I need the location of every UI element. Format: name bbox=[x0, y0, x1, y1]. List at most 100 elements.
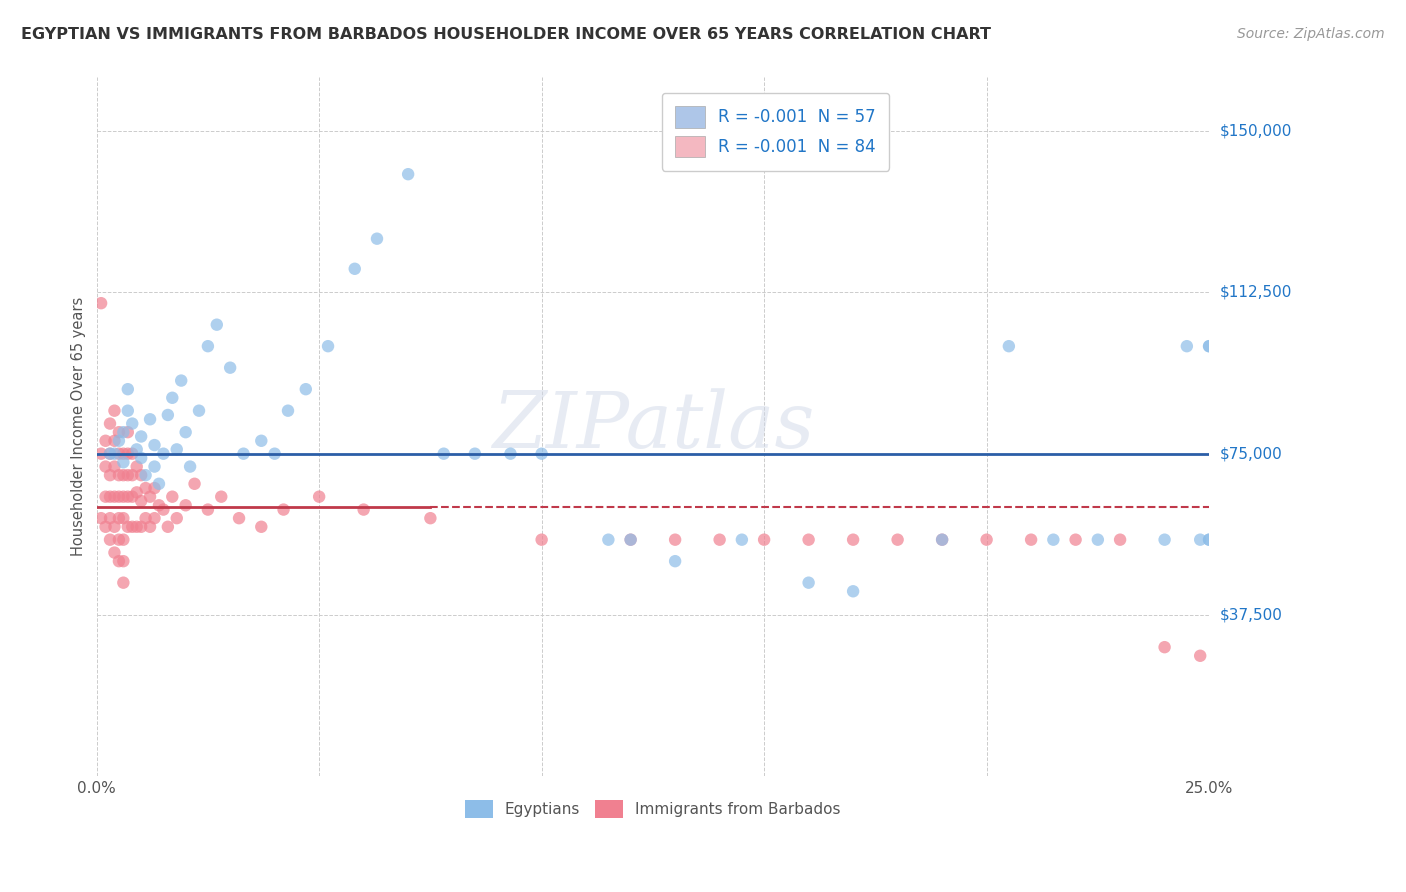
Point bbox=[797, 575, 820, 590]
Point bbox=[129, 494, 152, 508]
Point bbox=[1198, 533, 1220, 547]
Point bbox=[121, 490, 143, 504]
Point bbox=[433, 447, 456, 461]
Point bbox=[143, 438, 166, 452]
Point bbox=[112, 455, 135, 469]
Point bbox=[343, 261, 366, 276]
Point bbox=[1198, 533, 1220, 547]
Point bbox=[108, 434, 131, 448]
Point bbox=[94, 490, 117, 504]
Point bbox=[125, 459, 148, 474]
Point bbox=[98, 533, 121, 547]
Point bbox=[135, 481, 157, 495]
Point bbox=[108, 554, 131, 568]
Point bbox=[842, 584, 865, 599]
Point bbox=[598, 533, 620, 547]
Text: ZIPatlas: ZIPatlas bbox=[492, 389, 814, 465]
Point bbox=[250, 434, 273, 448]
Point bbox=[166, 511, 188, 525]
Point bbox=[1153, 533, 1175, 547]
Point bbox=[103, 490, 125, 504]
Point bbox=[886, 533, 908, 547]
Point bbox=[205, 318, 228, 332]
Point bbox=[94, 434, 117, 448]
Point bbox=[998, 339, 1021, 353]
Point bbox=[90, 511, 112, 525]
Point bbox=[139, 520, 162, 534]
Point bbox=[1198, 339, 1220, 353]
Point bbox=[731, 533, 754, 547]
Point bbox=[117, 490, 139, 504]
Point bbox=[139, 490, 162, 504]
Point bbox=[396, 167, 419, 181]
Point bbox=[294, 382, 316, 396]
Point bbox=[129, 429, 152, 443]
Point bbox=[842, 533, 865, 547]
Point bbox=[166, 442, 188, 457]
Point bbox=[108, 511, 131, 525]
Point bbox=[121, 520, 143, 534]
Point bbox=[108, 425, 131, 440]
Y-axis label: Householder Income Over 65 years: Householder Income Over 65 years bbox=[72, 297, 86, 557]
Point bbox=[797, 533, 820, 547]
Point bbox=[112, 511, 135, 525]
Point bbox=[125, 442, 148, 457]
Point bbox=[1042, 533, 1064, 547]
Point bbox=[162, 391, 184, 405]
Point bbox=[263, 447, 285, 461]
Point bbox=[1019, 533, 1042, 547]
Point bbox=[709, 533, 731, 547]
Point bbox=[143, 459, 166, 474]
Point bbox=[148, 476, 170, 491]
Point bbox=[129, 520, 152, 534]
Point bbox=[366, 232, 388, 246]
Point bbox=[1198, 339, 1220, 353]
Point bbox=[108, 490, 131, 504]
Point bbox=[112, 575, 135, 590]
Point bbox=[316, 339, 339, 353]
Point bbox=[129, 468, 152, 483]
Point bbox=[499, 447, 522, 461]
Point bbox=[108, 533, 131, 547]
Point bbox=[135, 468, 157, 483]
Text: $150,000: $150,000 bbox=[1220, 124, 1292, 138]
Point bbox=[108, 468, 131, 483]
Point bbox=[135, 511, 157, 525]
Point bbox=[94, 459, 117, 474]
Text: $75,000: $75,000 bbox=[1220, 446, 1282, 461]
Point bbox=[121, 417, 143, 431]
Point bbox=[98, 468, 121, 483]
Text: $37,500: $37,500 bbox=[1220, 607, 1284, 623]
Point bbox=[98, 490, 121, 504]
Point bbox=[1109, 533, 1132, 547]
Point bbox=[464, 447, 486, 461]
Point bbox=[108, 447, 131, 461]
Point bbox=[162, 490, 184, 504]
Point bbox=[143, 511, 166, 525]
Point bbox=[209, 490, 232, 504]
Point bbox=[752, 533, 775, 547]
Point bbox=[1175, 339, 1198, 353]
Point bbox=[228, 511, 250, 525]
Point bbox=[103, 545, 125, 559]
Point bbox=[620, 533, 643, 547]
Point bbox=[931, 533, 953, 547]
Point bbox=[174, 425, 197, 440]
Point bbox=[277, 403, 299, 417]
Point bbox=[174, 498, 197, 512]
Point bbox=[148, 498, 170, 512]
Point bbox=[170, 374, 193, 388]
Point bbox=[179, 459, 201, 474]
Point bbox=[98, 417, 121, 431]
Point bbox=[129, 450, 152, 465]
Point bbox=[156, 408, 179, 422]
Point bbox=[103, 520, 125, 534]
Point bbox=[112, 447, 135, 461]
Point bbox=[117, 425, 139, 440]
Point bbox=[103, 434, 125, 448]
Point bbox=[530, 447, 553, 461]
Point bbox=[183, 476, 205, 491]
Point bbox=[188, 403, 211, 417]
Point bbox=[664, 533, 686, 547]
Point bbox=[152, 447, 174, 461]
